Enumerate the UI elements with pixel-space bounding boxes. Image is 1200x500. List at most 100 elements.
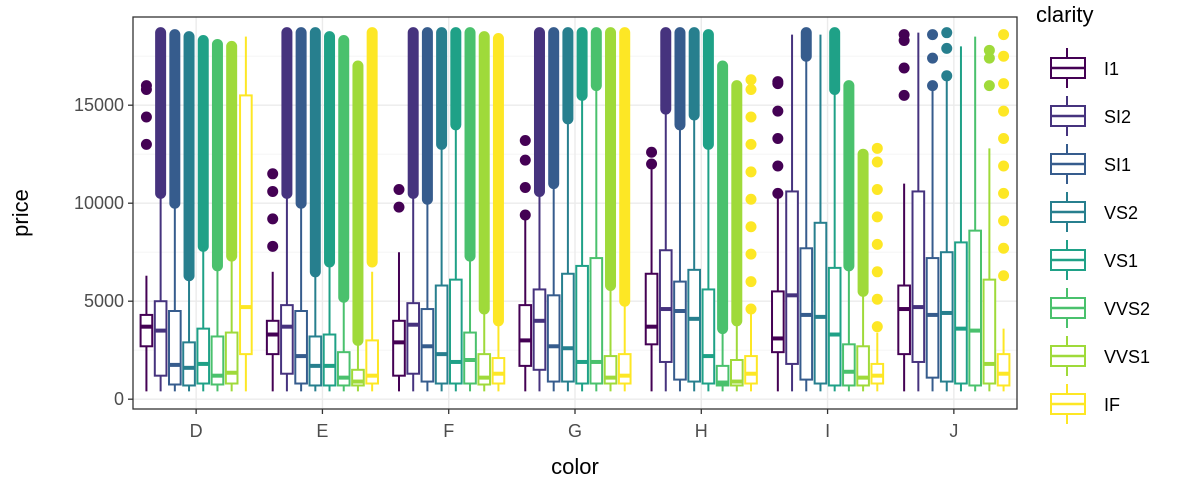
legend-item-SI2: SI2 bbox=[1050, 96, 1131, 136]
outlier-band bbox=[533, 27, 545, 197]
box-iqr bbox=[785, 190, 799, 365]
box-iqr bbox=[351, 368, 365, 387]
outlier-band bbox=[674, 27, 686, 131]
outlier-band bbox=[155, 27, 167, 199]
outlier-point bbox=[983, 52, 995, 64]
box-iqr bbox=[518, 304, 533, 367]
outlier-point bbox=[267, 213, 279, 225]
outlier-point bbox=[941, 27, 953, 39]
box-F-VVS2 bbox=[463, 27, 477, 392]
boxplot-marks bbox=[139, 27, 1011, 392]
outlier-point bbox=[646, 146, 658, 158]
box-I-SI1 bbox=[799, 27, 814, 392]
legend-item-VVS2: VVS2 bbox=[1050, 288, 1150, 328]
box-iqr bbox=[939, 251, 954, 383]
outlier-point bbox=[998, 50, 1010, 62]
outlier-point bbox=[871, 238, 883, 250]
box-J-VS1 bbox=[954, 46, 968, 392]
box-H-SI2 bbox=[658, 27, 673, 392]
outlier-point bbox=[393, 183, 405, 195]
legend-label: VVS2 bbox=[1104, 299, 1150, 319]
box-group-G bbox=[518, 27, 632, 392]
box-iqr bbox=[406, 302, 421, 375]
outlier-band bbox=[717, 60, 729, 335]
outlier-band bbox=[324, 31, 336, 268]
box-iqr bbox=[491, 357, 506, 385]
box-J-IF bbox=[996, 29, 1011, 392]
outlier-band bbox=[338, 35, 350, 303]
outlier-band bbox=[829, 27, 841, 96]
x-tick-label: J bbox=[949, 421, 958, 441]
box-J-VVS2 bbox=[968, 36, 982, 392]
outlier-point bbox=[745, 84, 757, 96]
box-D-IF bbox=[239, 36, 253, 392]
outlier-point bbox=[393, 201, 405, 213]
box-I-SI2 bbox=[785, 34, 799, 392]
box-E-SI2 bbox=[280, 27, 294, 392]
legend-item-VS2: VS2 bbox=[1050, 192, 1138, 232]
box-iqr bbox=[210, 335, 225, 386]
outlier-band bbox=[450, 27, 462, 131]
outlier-band bbox=[843, 80, 855, 272]
box-G-IF bbox=[617, 27, 632, 392]
x-tick-label: I bbox=[825, 421, 830, 441]
box-H-VVS2 bbox=[715, 60, 730, 392]
box-J-SI1 bbox=[925, 29, 940, 392]
outlier-band bbox=[197, 35, 209, 252]
box-group-H bbox=[644, 27, 758, 392]
box-G-VVS1 bbox=[603, 27, 618, 392]
outlier-band bbox=[605, 27, 617, 292]
outlier-band bbox=[211, 38, 223, 272]
outlier-point bbox=[267, 168, 279, 180]
outlier-band bbox=[421, 27, 433, 205]
box-J-VVS1 bbox=[982, 44, 997, 392]
outlier-band bbox=[352, 60, 364, 346]
outlier-band bbox=[562, 27, 574, 125]
box-E-IF bbox=[365, 27, 379, 392]
box-iqr bbox=[322, 333, 337, 387]
box-iqr bbox=[308, 335, 323, 387]
box-group-I bbox=[771, 27, 885, 392]
box-I-VVS1 bbox=[856, 148, 870, 392]
box-D-VS2 bbox=[182, 31, 196, 392]
x-tick-label: H bbox=[695, 421, 708, 441]
outlier-point bbox=[745, 111, 757, 123]
outlier-point bbox=[871, 266, 883, 278]
outlier-point bbox=[898, 62, 910, 74]
box-iqr bbox=[771, 290, 785, 354]
legend-item-SI1: SI1 bbox=[1050, 144, 1131, 184]
box-G-I1 bbox=[518, 134, 533, 392]
outlier-band bbox=[478, 31, 490, 315]
outlier-point bbox=[140, 80, 152, 92]
box-iqr bbox=[673, 280, 687, 381]
outlier-band bbox=[548, 27, 560, 190]
outlier-point bbox=[267, 240, 279, 252]
outlier-point bbox=[772, 133, 784, 145]
box-iqr bbox=[856, 345, 870, 387]
box-F-VS2 bbox=[434, 27, 449, 392]
box-iqr bbox=[617, 353, 632, 385]
box-iqr bbox=[280, 304, 294, 375]
outlier-band bbox=[590, 27, 602, 92]
outlier-point bbox=[998, 29, 1010, 41]
box-G-VS2 bbox=[561, 27, 575, 392]
box-iqr bbox=[589, 257, 604, 385]
x-axis-title: color bbox=[551, 454, 599, 479]
box-iqr bbox=[813, 221, 828, 385]
outlier-point bbox=[519, 182, 531, 194]
box-iqr bbox=[294, 310, 308, 385]
outlier-band bbox=[436, 27, 448, 150]
outlier-point bbox=[871, 321, 883, 333]
box-iqr bbox=[448, 278, 463, 385]
box-I-VS2 bbox=[813, 34, 828, 392]
x-tick-label: G bbox=[568, 421, 582, 441]
outlier-band bbox=[169, 29, 181, 209]
box-iqr bbox=[561, 272, 575, 383]
outlier-point bbox=[871, 211, 883, 223]
outlier-point bbox=[998, 215, 1010, 227]
outlier-band bbox=[464, 27, 476, 262]
outlier-point bbox=[871, 293, 883, 305]
box-iqr bbox=[954, 241, 968, 385]
y-tick-label: 0 bbox=[114, 389, 124, 409]
